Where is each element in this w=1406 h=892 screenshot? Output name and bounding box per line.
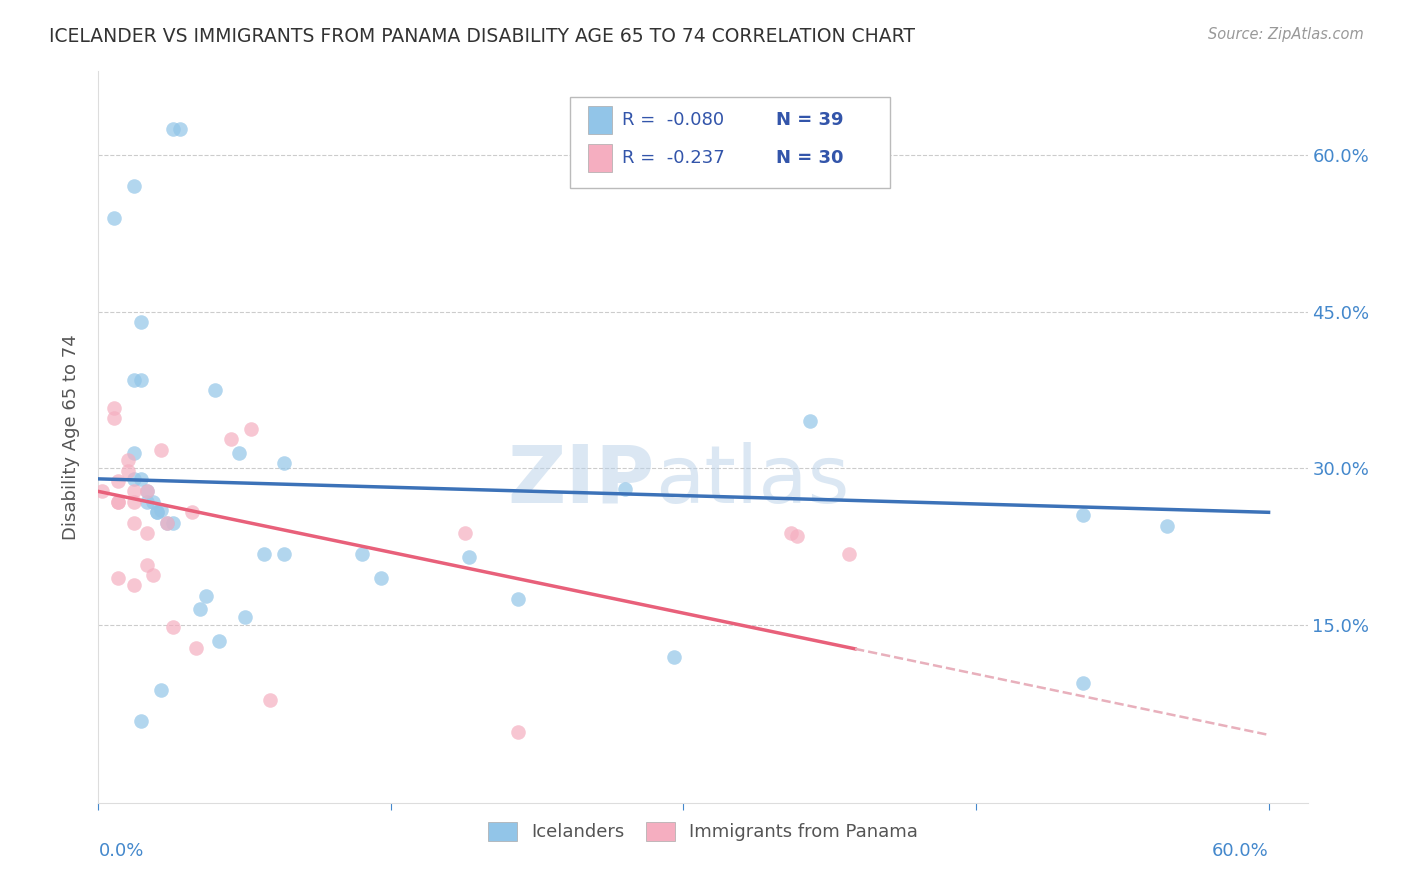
Point bbox=[136, 526, 159, 541]
Point bbox=[370, 571, 392, 585]
Point bbox=[838, 547, 860, 561]
Y-axis label: Disability Age 65 to 74: Disability Age 65 to 74 bbox=[62, 334, 80, 540]
Point bbox=[1071, 508, 1094, 523]
Point bbox=[779, 526, 801, 541]
Point bbox=[156, 516, 179, 530]
Point bbox=[136, 484, 159, 499]
Point bbox=[146, 505, 169, 519]
Point bbox=[142, 568, 165, 582]
Point bbox=[136, 558, 159, 572]
Point bbox=[122, 472, 145, 486]
Point bbox=[662, 649, 685, 664]
Point bbox=[122, 179, 145, 194]
Point bbox=[149, 682, 172, 697]
Text: N = 39: N = 39 bbox=[776, 112, 844, 129]
Point bbox=[184, 641, 207, 656]
Text: N = 30: N = 30 bbox=[776, 149, 844, 167]
Point bbox=[1156, 519, 1178, 533]
Point bbox=[131, 472, 153, 486]
Text: atlas: atlas bbox=[655, 442, 849, 520]
Text: 0.0%: 0.0% bbox=[98, 842, 143, 860]
Point bbox=[219, 432, 242, 446]
Text: ZIP: ZIP bbox=[508, 442, 655, 520]
Point bbox=[107, 474, 129, 488]
Text: ICELANDER VS IMMIGRANTS FROM PANAMA DISABILITY AGE 65 TO 74 CORRELATION CHART: ICELANDER VS IMMIGRANTS FROM PANAMA DISA… bbox=[49, 27, 915, 45]
Point bbox=[228, 446, 250, 460]
Point bbox=[162, 121, 184, 136]
Point bbox=[506, 592, 529, 607]
Point bbox=[233, 609, 256, 624]
FancyBboxPatch shape bbox=[588, 145, 613, 172]
Point bbox=[208, 633, 231, 648]
Legend: Icelanders, Immigrants from Panama: Icelanders, Immigrants from Panama bbox=[481, 814, 925, 848]
Point bbox=[194, 589, 217, 603]
Point bbox=[156, 516, 179, 530]
Point bbox=[146, 505, 169, 519]
Point bbox=[149, 442, 172, 457]
Text: 60.0%: 60.0% bbox=[1212, 842, 1268, 860]
Point bbox=[614, 483, 637, 497]
Point bbox=[122, 495, 145, 509]
FancyBboxPatch shape bbox=[569, 97, 890, 188]
Point bbox=[458, 550, 481, 565]
Point bbox=[122, 484, 145, 499]
Point bbox=[117, 463, 139, 477]
Text: Source: ZipAtlas.com: Source: ZipAtlas.com bbox=[1208, 27, 1364, 42]
Text: R =  -0.237: R = -0.237 bbox=[621, 149, 724, 167]
Point bbox=[506, 724, 529, 739]
Point bbox=[273, 547, 295, 561]
Point bbox=[122, 373, 145, 387]
Point bbox=[131, 373, 153, 387]
Point bbox=[136, 484, 159, 499]
Point bbox=[149, 503, 172, 517]
FancyBboxPatch shape bbox=[588, 106, 613, 135]
Point bbox=[122, 578, 145, 592]
Point bbox=[181, 505, 204, 519]
Point bbox=[131, 315, 153, 329]
Point bbox=[136, 495, 159, 509]
Point bbox=[454, 526, 477, 541]
Point bbox=[350, 547, 373, 561]
Point bbox=[799, 414, 821, 428]
Point bbox=[122, 446, 145, 460]
Point bbox=[188, 602, 211, 616]
Point bbox=[1071, 675, 1094, 690]
Text: R =  -0.080: R = -0.080 bbox=[621, 112, 724, 129]
Point bbox=[786, 529, 808, 543]
Point bbox=[142, 495, 165, 509]
Point bbox=[273, 456, 295, 470]
Point bbox=[122, 516, 145, 530]
Point bbox=[131, 714, 153, 729]
Point bbox=[259, 693, 281, 707]
Point bbox=[117, 453, 139, 467]
Point bbox=[162, 620, 184, 634]
Point bbox=[107, 495, 129, 509]
Point bbox=[169, 121, 191, 136]
Point bbox=[239, 422, 262, 436]
Point bbox=[107, 571, 129, 585]
Point bbox=[107, 495, 129, 509]
Point bbox=[103, 411, 125, 425]
Point bbox=[253, 547, 276, 561]
Point bbox=[162, 516, 184, 530]
Point bbox=[103, 401, 125, 415]
Point bbox=[204, 383, 226, 397]
Point bbox=[103, 211, 125, 225]
Point bbox=[91, 484, 114, 499]
